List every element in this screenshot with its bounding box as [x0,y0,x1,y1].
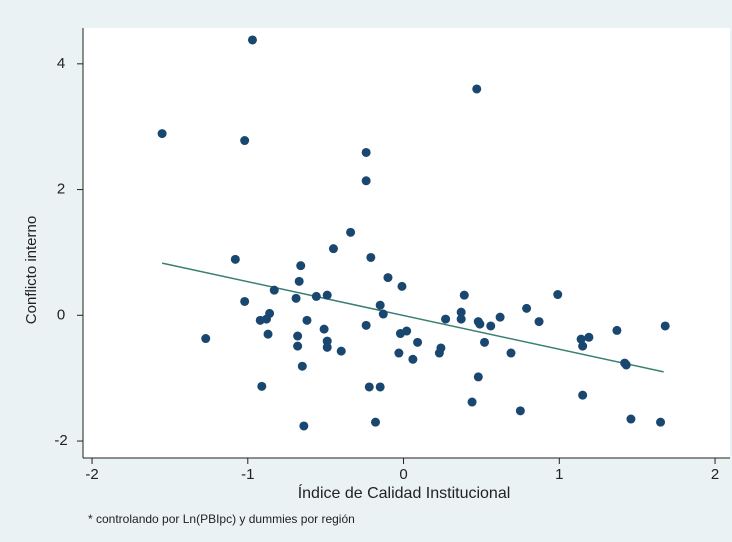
plot-area [83,28,730,458]
point [472,84,482,94]
point [291,293,301,303]
point [322,290,332,300]
point [375,382,385,392]
point [302,315,312,325]
point [157,129,167,139]
point [578,341,588,351]
x-tick-label: 2 [711,466,719,483]
x-axis-label: Índice de Calidad Institucional [298,483,511,502]
point [366,252,376,262]
point [576,334,586,344]
point [456,314,466,324]
point [394,348,404,358]
point [495,312,505,322]
point [371,417,381,427]
point [515,406,525,416]
point [375,300,385,310]
point [413,337,423,347]
point [534,317,544,327]
point [293,341,303,351]
point [322,336,332,346]
point [257,381,267,391]
point [201,334,211,344]
point [346,227,356,237]
point [328,244,338,254]
point [383,273,393,283]
point [230,254,240,264]
point [456,307,466,317]
point [378,309,388,319]
point [473,372,483,382]
point [361,147,371,157]
y-tick-label: 0 [57,306,65,323]
point [584,332,594,342]
point [467,397,477,407]
point [626,414,636,424]
point [656,417,666,427]
point [402,326,412,336]
point [612,325,622,335]
point [297,361,307,371]
point [293,331,303,341]
point [553,290,563,300]
point [364,382,374,392]
y-tick-label: -2 [54,432,67,449]
point [322,342,332,352]
x-tick-label: -2 [85,466,98,483]
x-tick-label: 0 [399,466,407,483]
fit-line [161,262,664,373]
point [361,176,371,186]
point [294,276,304,286]
point [397,281,407,291]
point [621,360,631,370]
point [506,348,516,358]
y-tick-label: 2 [57,181,65,198]
point [486,321,496,331]
point [480,337,490,347]
point [255,315,265,325]
x-tick-label: -1 [241,466,254,483]
point [408,354,418,364]
point [441,314,451,324]
point [434,348,444,358]
point [660,321,670,331]
point [336,346,346,356]
y-tick-label: 4 [57,55,65,72]
footnote: * controlando por Ln(PBIpc) y dummies po… [88,512,355,526]
point [240,136,250,146]
point [475,319,485,329]
point [319,324,329,334]
point [522,303,532,313]
point [459,290,469,300]
point [296,261,306,271]
point [240,296,250,306]
point [578,390,588,400]
x-tick-label: 1 [555,466,563,483]
point [361,320,371,330]
point [269,285,279,295]
point [263,329,273,339]
point [311,291,321,301]
point [247,35,257,45]
point [299,421,309,431]
y-axis-label: Conflicto interno [23,216,40,324]
